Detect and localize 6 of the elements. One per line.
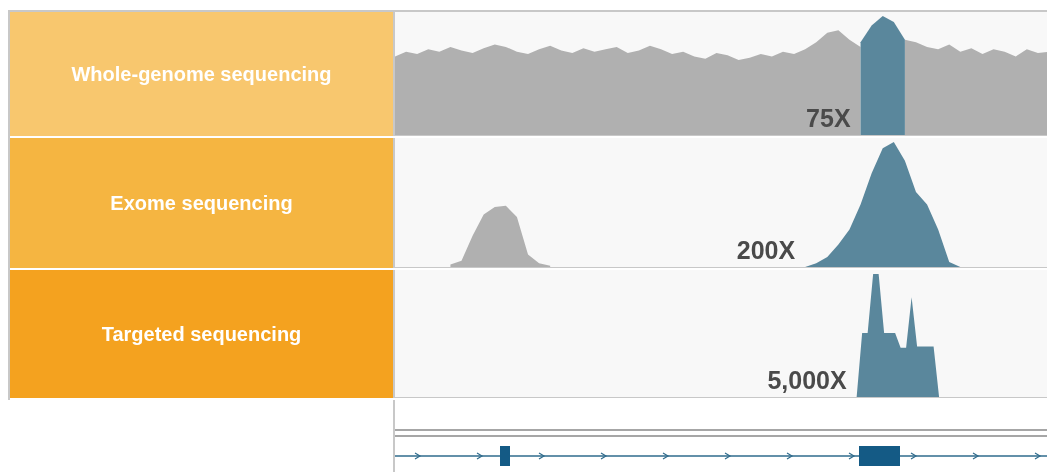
text: Targeted sequencing xyxy=(10,270,393,398)
text: Exome sequencing xyxy=(10,138,393,268)
annotation: 200X xyxy=(736,236,796,265)
annotation: 75X xyxy=(806,104,851,133)
text: Whole-genome sequencing xyxy=(10,12,393,136)
annotation: 5,000X xyxy=(767,366,847,395)
